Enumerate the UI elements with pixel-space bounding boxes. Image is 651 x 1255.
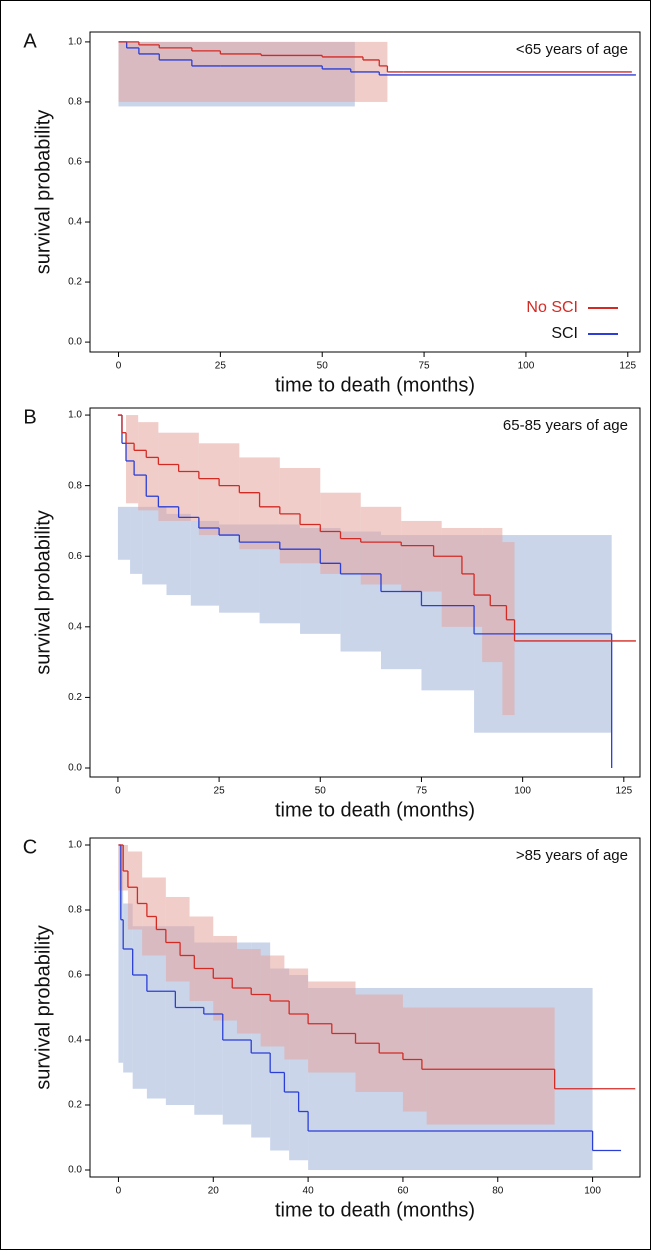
confidence-band — [130, 506, 143, 574]
confidence-band — [166, 513, 191, 596]
x-tick-label: 80 — [492, 1186, 504, 1197]
y-tick-label: 0.4 — [68, 621, 82, 632]
x-axis-title: time to death (months) — [275, 1199, 475, 1221]
y-tick-label: 0.8 — [68, 480, 82, 491]
confidence-band — [165, 896, 190, 982]
confidence-band — [502, 542, 515, 716]
confidence-band — [482, 528, 503, 663]
plot-frame — [89, 407, 641, 778]
confidence-band — [123, 903, 133, 1073]
x-axis-title: time to death (months) — [275, 799, 475, 821]
x-tick-label: 100 — [584, 1186, 601, 1197]
x-tick-label: 40 — [303, 1186, 315, 1197]
x-tick-label: 50 — [315, 786, 327, 797]
y-tick-label: 0.2 — [68, 692, 82, 703]
y-axis-title: survival probability — [32, 110, 54, 275]
confidence-band — [132, 926, 147, 1089]
plot-frame — [89, 837, 641, 1178]
y-tick-label: 0.2 — [68, 1100, 82, 1111]
y-axis-title: survival probability — [32, 510, 54, 675]
y-tick-label: 0.6 — [68, 157, 82, 168]
x-axis-title: time to death (months) — [275, 374, 475, 396]
x-tick-label: 20 — [208, 1186, 220, 1197]
confidence-band — [426, 1007, 555, 1125]
y-tick-label: 1.0 — [68, 410, 82, 421]
y-axis-title: survival probability — [32, 925, 54, 1090]
y-tick-label: 0.8 — [68, 97, 82, 108]
y-tick-label: 1.0 — [68, 37, 82, 48]
confidence-band — [236, 948, 261, 1034]
panel-annotation: >85 years of age — [516, 847, 628, 864]
confidence-band — [117, 506, 131, 560]
x-tick-label: 100 — [514, 786, 531, 797]
x-tick-label: 25 — [214, 786, 226, 797]
x-tick-label: 75 — [419, 361, 431, 372]
y-tick-label: 0.6 — [68, 551, 82, 562]
legend-label: SCI — [551, 325, 578, 342]
x-tick-label: 50 — [317, 361, 329, 372]
y-tick-label: 0.0 — [68, 763, 82, 774]
confidence-band — [118, 844, 124, 1063]
confidence-band — [146, 926, 166, 1099]
confidence-band — [441, 528, 483, 627]
confidence-band — [189, 916, 214, 1001]
panel-annotation: 65-85 years of age — [503, 417, 628, 434]
confidence-band — [126, 415, 139, 504]
panel-annotation: <65 years of age — [516, 41, 628, 58]
confidence-band — [138, 422, 159, 511]
x-tick-label: 125 — [619, 361, 636, 372]
legend-label: No SCI — [526, 299, 578, 316]
panel-label: A — [23, 30, 37, 52]
x-tick-label: 0 — [116, 1186, 122, 1197]
plot-frame — [89, 31, 641, 353]
y-tick-label: 0.0 — [68, 337, 82, 348]
y-tick-label: 0.4 — [68, 217, 82, 228]
x-tick-label: 125 — [615, 786, 632, 797]
x-tick-label: 100 — [518, 361, 535, 372]
x-tick-label: 25 — [215, 361, 227, 372]
x-tick-label: 75 — [416, 786, 428, 797]
y-tick-label: 0.6 — [68, 970, 82, 981]
x-tick-label: 60 — [397, 1186, 409, 1197]
y-tick-label: 1.0 — [68, 840, 82, 851]
y-tick-label: 0.2 — [68, 277, 82, 288]
confidence-band — [198, 443, 240, 536]
confidence-band — [118, 41, 388, 102]
x-tick-label: 0 — [115, 786, 121, 797]
panel-label: B — [23, 406, 36, 428]
x-tick-label: 0 — [116, 361, 122, 372]
confidence-band — [360, 506, 402, 585]
panel-label: C — [23, 836, 37, 858]
y-tick-label: 0.4 — [68, 1035, 82, 1046]
y-tick-label: 0.8 — [68, 905, 82, 916]
y-tick-label: 0.0 — [68, 1165, 82, 1176]
confidence-band — [127, 851, 143, 930]
